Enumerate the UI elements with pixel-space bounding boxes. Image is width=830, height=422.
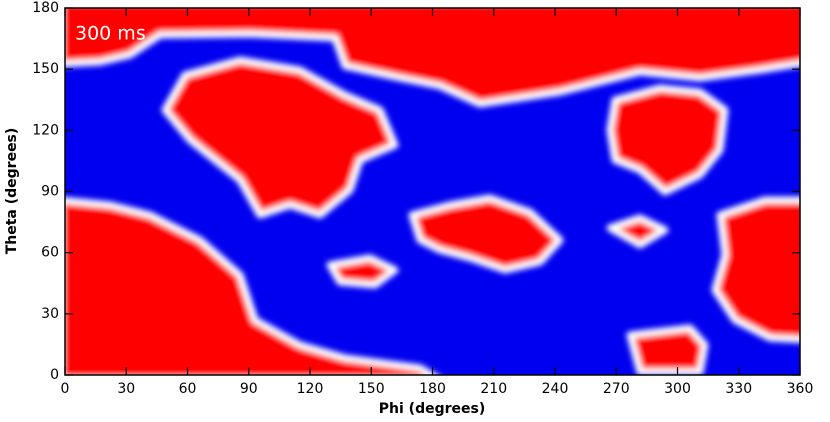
region	[606, 214, 669, 249]
region	[408, 194, 564, 274]
y-tick-label: 90	[41, 184, 59, 200]
x-tick-label: 180	[419, 381, 446, 397]
region	[326, 254, 399, 289]
x-tick-label: 150	[358, 381, 385, 397]
region	[65, 8, 800, 108]
x-tick-label: 360	[787, 381, 814, 397]
x-tick-label: 0	[61, 381, 70, 397]
x-tick-label: 30	[117, 381, 135, 397]
y-tick-label: 60	[41, 245, 59, 261]
x-tick-label: 90	[240, 381, 258, 397]
x-tick-label: 60	[179, 381, 197, 397]
x-tick-label: 300	[664, 381, 691, 397]
region	[606, 84, 729, 196]
y-axis-title: Theta (degrees)	[4, 128, 20, 255]
x-tick-label: 270	[603, 381, 630, 397]
y-tick-label: 180	[32, 0, 59, 16]
region	[65, 196, 439, 375]
x-axis-title: Phi (degrees)	[379, 401, 485, 417]
y-tick-label: 150	[32, 61, 59, 77]
y-tick-label: 30	[41, 306, 59, 322]
y-tick-label: 0	[50, 367, 59, 383]
x-tick-label: 120	[297, 381, 324, 397]
y-tick-label: 120	[32, 122, 59, 138]
field	[65, 8, 800, 375]
annotation: 300 ms	[75, 23, 146, 45]
x-tick-label: 330	[725, 381, 752, 397]
region	[161, 56, 399, 219]
region	[711, 196, 800, 344]
x-tick-label: 210	[480, 381, 507, 397]
region	[626, 324, 709, 375]
x-tick-label: 240	[542, 381, 569, 397]
field-regions	[65, 8, 800, 375]
